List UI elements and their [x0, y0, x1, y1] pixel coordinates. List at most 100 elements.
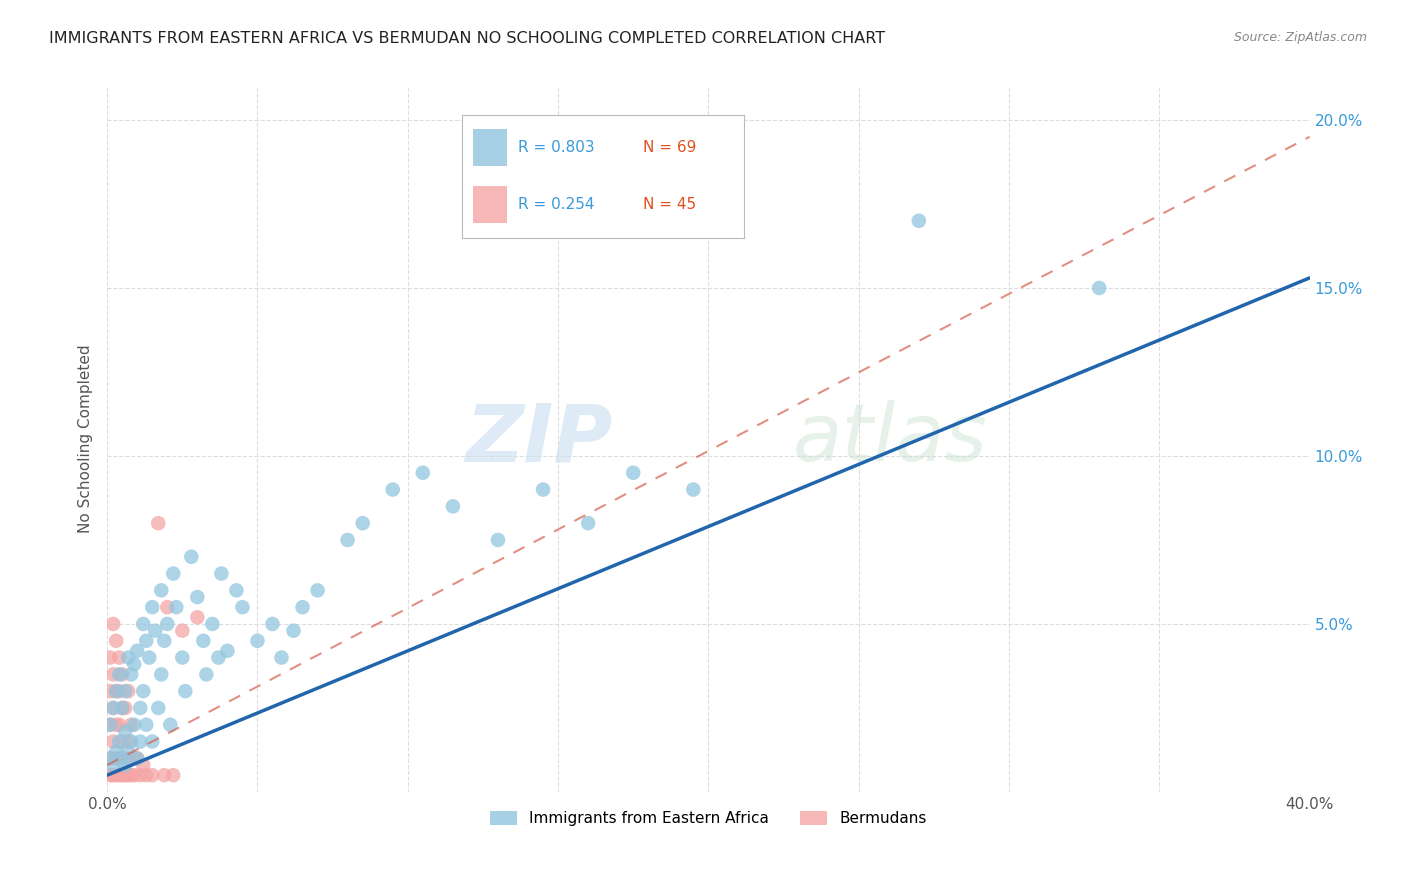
Point — [135, 633, 157, 648]
Point — [201, 617, 224, 632]
Point — [143, 624, 166, 638]
Text: ZIP: ZIP — [465, 401, 612, 478]
Point — [150, 583, 173, 598]
Point — [120, 718, 142, 732]
Point — [195, 667, 218, 681]
Point — [108, 768, 131, 782]
Point — [117, 650, 139, 665]
Point — [132, 758, 155, 772]
Point — [111, 701, 134, 715]
Point — [105, 718, 128, 732]
Point — [231, 600, 253, 615]
Text: Source: ZipAtlas.com: Source: ZipAtlas.com — [1233, 31, 1367, 45]
Point — [98, 751, 121, 765]
Point — [101, 617, 124, 632]
Point — [148, 701, 170, 715]
Point — [336, 533, 359, 547]
Point — [207, 650, 229, 665]
Point — [114, 724, 136, 739]
Point — [162, 566, 184, 581]
Point — [98, 751, 121, 765]
Point — [159, 718, 181, 732]
Point — [141, 768, 163, 782]
Point — [172, 624, 194, 638]
Point — [108, 650, 131, 665]
Point — [127, 644, 149, 658]
Point — [98, 768, 121, 782]
Point — [122, 768, 145, 782]
Point — [105, 684, 128, 698]
Point — [193, 633, 215, 648]
Point — [283, 624, 305, 638]
Text: IMMIGRANTS FROM EASTERN AFRICA VS BERMUDAN NO SCHOOLING COMPLETED CORRELATION CH: IMMIGRANTS FROM EASTERN AFRICA VS BERMUD… — [49, 31, 886, 46]
Point — [135, 718, 157, 732]
Point — [108, 734, 131, 748]
Point — [135, 768, 157, 782]
Point — [908, 213, 931, 227]
Point — [98, 718, 121, 732]
Point — [117, 734, 139, 748]
Point — [141, 600, 163, 615]
Point — [105, 745, 128, 759]
Point — [98, 718, 121, 732]
Point — [111, 751, 134, 765]
Point — [148, 516, 170, 531]
Point — [132, 617, 155, 632]
Point — [120, 667, 142, 681]
Point — [122, 657, 145, 672]
Point — [141, 734, 163, 748]
Point — [486, 533, 509, 547]
Point — [129, 734, 152, 748]
Point — [101, 701, 124, 715]
Point — [108, 667, 131, 681]
Point — [127, 751, 149, 765]
Point — [108, 751, 131, 765]
Point — [262, 617, 284, 632]
Point — [307, 583, 329, 598]
Point — [129, 768, 152, 782]
Point — [122, 751, 145, 765]
Point — [138, 650, 160, 665]
Point — [105, 751, 128, 765]
Point — [162, 768, 184, 782]
Point — [101, 701, 124, 715]
Point — [153, 633, 176, 648]
Point — [111, 667, 134, 681]
Point — [441, 500, 464, 514]
Point — [101, 758, 124, 772]
Point — [114, 684, 136, 698]
Point — [132, 684, 155, 698]
Point — [105, 633, 128, 648]
Point — [114, 768, 136, 782]
Point — [186, 610, 208, 624]
Point — [127, 751, 149, 765]
Point — [129, 701, 152, 715]
Point — [165, 600, 187, 615]
Point — [291, 600, 314, 615]
Point — [117, 768, 139, 782]
Point — [105, 768, 128, 782]
Point — [225, 583, 247, 598]
Point — [108, 684, 131, 698]
Point — [682, 483, 704, 497]
Point — [114, 758, 136, 772]
Point — [122, 718, 145, 732]
Point — [111, 768, 134, 782]
Y-axis label: No Schooling Completed: No Schooling Completed — [79, 345, 93, 533]
Point — [531, 483, 554, 497]
Point — [186, 590, 208, 604]
Point — [172, 650, 194, 665]
Point — [105, 684, 128, 698]
Point — [156, 617, 179, 632]
Point — [117, 684, 139, 698]
Point — [381, 483, 404, 497]
Point — [98, 684, 121, 698]
Point — [117, 745, 139, 759]
Text: atlas: atlas — [793, 401, 987, 478]
Point — [120, 768, 142, 782]
Point — [180, 549, 202, 564]
Point — [174, 684, 197, 698]
Point — [101, 667, 124, 681]
Point — [246, 633, 269, 648]
Point — [120, 734, 142, 748]
